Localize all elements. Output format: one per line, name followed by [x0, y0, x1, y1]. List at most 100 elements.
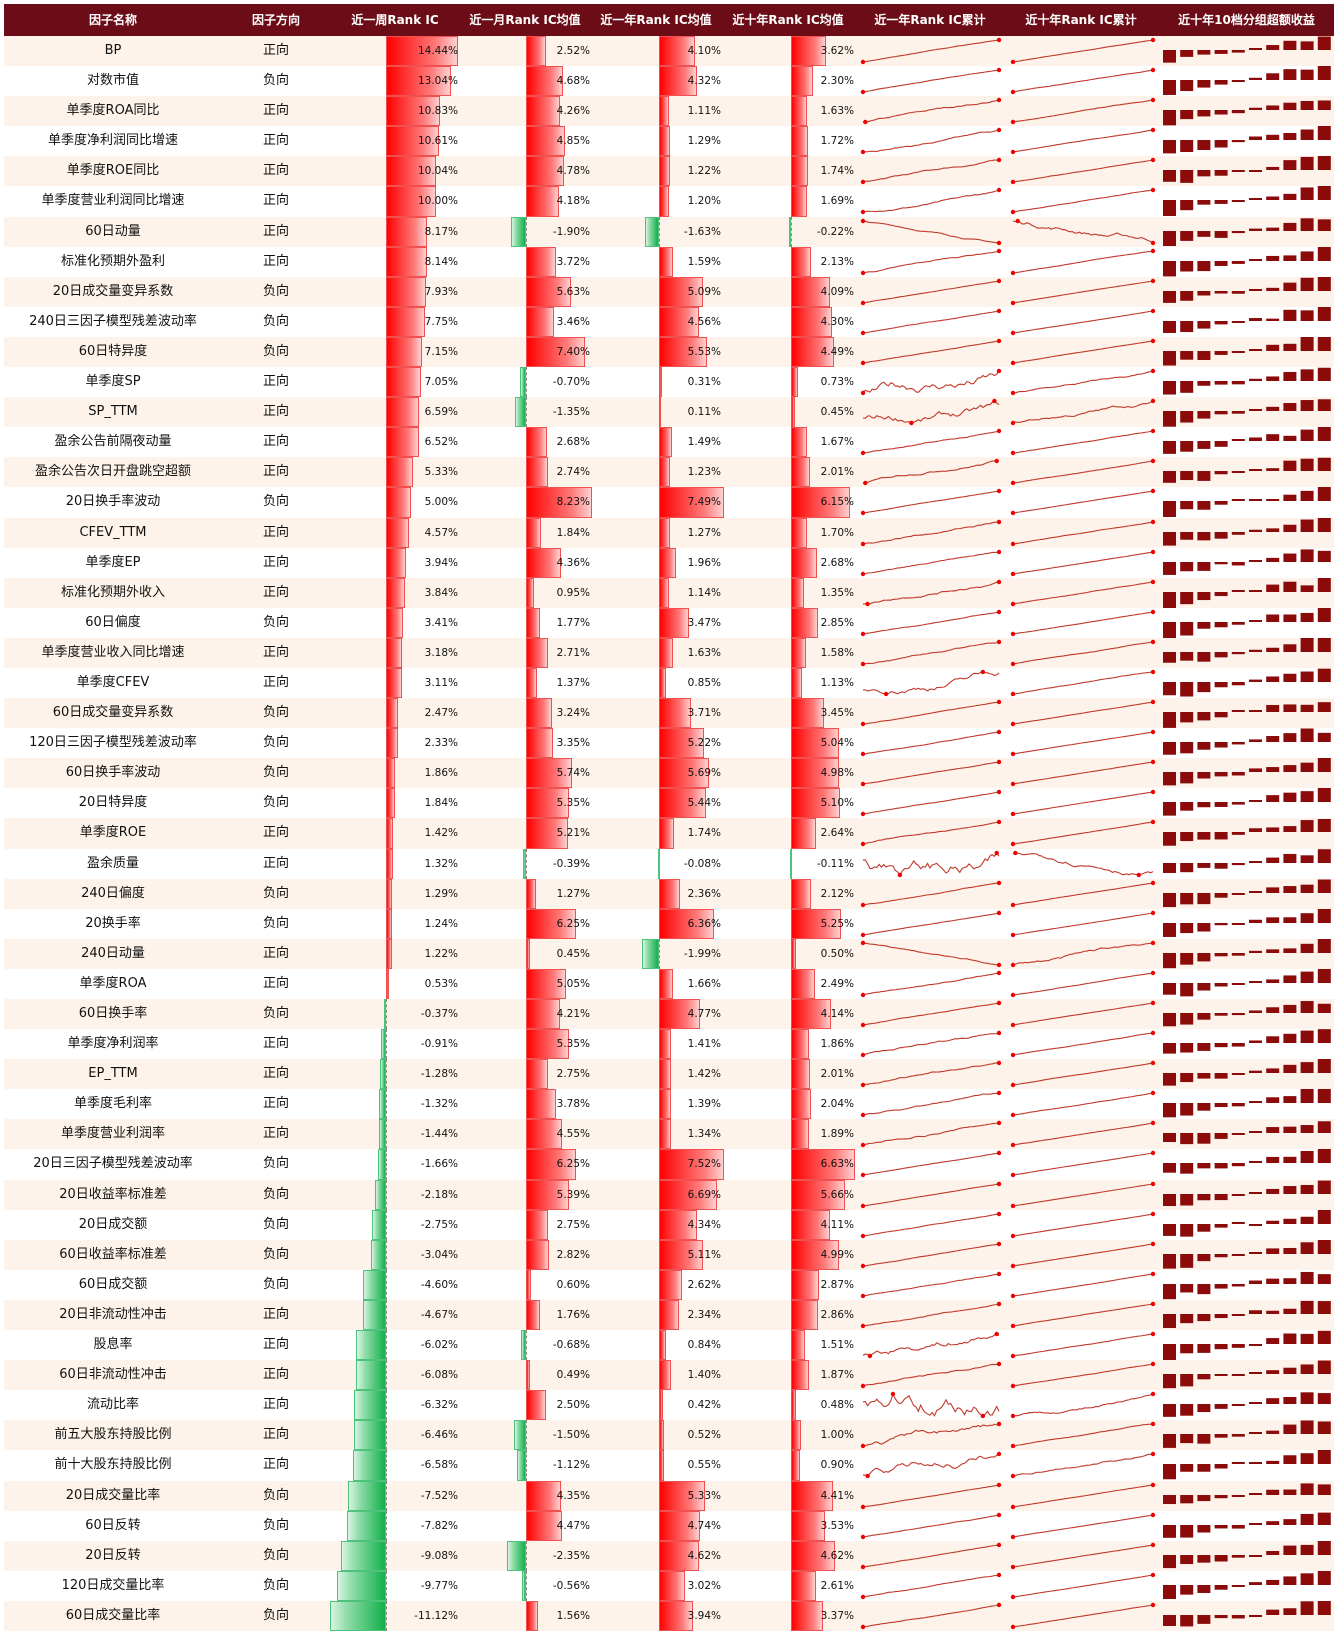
ic-bar	[659, 36, 695, 67]
decile-bar	[1266, 917, 1280, 923]
decile-excess-bars	[1163, 1029, 1331, 1054]
factor-direction: 正向	[262, 945, 289, 961]
year-cum-ic-sparkline	[860, 278, 1002, 305]
decade-cum-ic-sparkline	[1010, 308, 1156, 336]
decile-bar	[1197, 501, 1211, 511]
sparkline-path	[1012, 490, 1154, 514]
decile-bar	[1300, 637, 1314, 652]
sparkline-extreme-marker	[860, 218, 866, 223]
decile-bar	[1317, 788, 1331, 803]
ic-value: 4.55%	[556, 1128, 590, 1141]
decile-bar	[1283, 1247, 1297, 1254]
sparkline-extreme-marker	[1010, 1444, 1016, 1449]
decile-excess-bars	[1163, 487, 1331, 518]
ic-bar	[641, 938, 659, 969]
sparkline-path	[862, 1544, 1000, 1568]
decile-bar	[1197, 1584, 1211, 1593]
year-cum-ic-sparkline	[860, 368, 1002, 396]
decile-bar	[1163, 742, 1176, 755]
decile-bar	[1163, 471, 1176, 484]
sparkline-path	[1012, 1183, 1154, 1207]
decile-bar	[1231, 320, 1245, 323]
sparkline-path	[1012, 129, 1154, 153]
decile-bar	[1180, 862, 1194, 872]
ic-value: 3.18%	[424, 646, 458, 659]
sparkline-extreme-marker	[996, 1030, 1002, 1036]
sparkline-path	[862, 1122, 1000, 1146]
sparkline-path	[1012, 340, 1154, 364]
ic-value: 8.23%	[556, 496, 590, 509]
decile-bar	[1214, 140, 1228, 148]
decile-bar	[1197, 1163, 1211, 1169]
factor-direction: 负向	[262, 915, 289, 931]
decile-bar	[1214, 712, 1228, 718]
decile-bar	[1266, 1338, 1280, 1345]
ic-bar	[355, 1330, 386, 1361]
ic-value: 4.49%	[820, 345, 854, 358]
decile-bar	[1163, 591, 1176, 608]
decile-bar	[1180, 501, 1194, 510]
decile-bar	[1197, 1223, 1211, 1232]
table-row: 流动比率 正向 -6.32% 2.50% 0.42% 0.48%	[4, 1390, 1334, 1421]
ic-bar	[791, 1059, 811, 1090]
sparkline-path	[1012, 39, 1154, 63]
table-row: 单季度ROE同比 正向 10.04% 4.78% 1.22% 1.74%	[4, 156, 1334, 187]
year-cum-ic-sparkline	[860, 1602, 1002, 1630]
table-row: 单季度ROE 正向 1.42% 5.21% 1.74% 2.64%	[4, 818, 1334, 849]
ic-bar	[659, 577, 669, 608]
ic-bar	[526, 276, 572, 307]
ic-bar	[791, 1089, 811, 1120]
ic-bar	[791, 938, 796, 969]
decile-bar	[1300, 1333, 1314, 1345]
sparkline-extreme-marker	[860, 631, 866, 636]
factor-direction: 负向	[262, 343, 289, 359]
decile-bar	[1249, 950, 1262, 953]
header-week-ic: 近一周Rank IC	[351, 13, 439, 27]
decile-bar	[1163, 651, 1176, 663]
decile-bar	[1214, 651, 1228, 658]
factor-direction: 正向	[262, 193, 289, 209]
decile-bar	[1266, 227, 1280, 231]
decile-bar	[1283, 102, 1297, 111]
ic-value: 7.93%	[424, 285, 458, 298]
decile-bar	[1197, 1434, 1211, 1444]
decile-bar	[1214, 501, 1228, 506]
decile-bar	[1197, 862, 1211, 868]
factor-direction: 正向	[262, 434, 289, 450]
sparkline-path	[1012, 611, 1154, 635]
decade-cum-ic-sparkline	[1010, 278, 1156, 305]
decile-bar	[1266, 736, 1280, 743]
ic-bar	[526, 457, 548, 488]
sparkline-extreme-marker	[1010, 992, 1016, 998]
year-cum-ic-sparkline	[860, 1091, 1002, 1118]
sparkline-path	[1012, 701, 1154, 725]
decile-bar	[1317, 218, 1331, 231]
year-cum-ic-sparkline	[860, 1542, 1002, 1569]
decile-excess-bars	[1163, 1209, 1331, 1237]
decile-bar	[1163, 290, 1176, 303]
decile-bar	[1317, 1029, 1331, 1044]
sparkline-path	[1012, 520, 1154, 545]
ic-value: -0.56%	[552, 1579, 590, 1592]
ic-value: 3.71%	[687, 707, 721, 720]
ic-value: 1.22%	[424, 947, 458, 960]
decile-bar	[1214, 1133, 1228, 1140]
ic-bar	[377, 1149, 386, 1180]
ic-bar	[386, 276, 426, 307]
year-cum-ic-sparkline	[860, 308, 1002, 336]
decile-excess-bars	[1163, 1180, 1331, 1206]
ic-value: 5.25%	[820, 917, 854, 930]
sparkline-extreme-marker	[1010, 89, 1016, 95]
ic-value: -0.68%	[552, 1339, 590, 1352]
ic-bar	[791, 878, 812, 909]
factor-direction: 负向	[262, 283, 289, 299]
decile-bar	[1163, 802, 1176, 816]
decile-bar	[1266, 376, 1280, 382]
decile-bar	[1180, 260, 1194, 272]
sparkline-path	[862, 430, 1000, 454]
ic-bar	[659, 487, 725, 518]
decile-bar	[1283, 372, 1297, 382]
decile-bar	[1180, 1434, 1194, 1444]
sparkline-extreme-marker	[980, 669, 986, 675]
sparkline-path	[862, 39, 1000, 63]
